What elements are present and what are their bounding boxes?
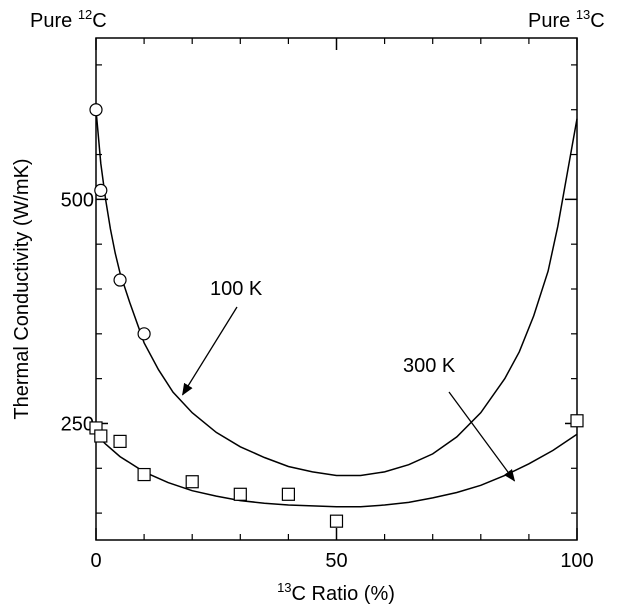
annotation-label-300k: 300 K <box>403 355 456 377</box>
circle-marker <box>89 103 103 117</box>
circle-marker <box>94 183 108 197</box>
circle-marker <box>113 273 127 287</box>
square-marker <box>185 475 199 489</box>
circle-marker <box>137 327 151 341</box>
axis-ticks: 0 50 100 250 500 <box>61 38 594 572</box>
fitted-curves <box>95 109 578 508</box>
curve-100k <box>95 109 578 477</box>
square-marker <box>329 514 344 528</box>
y-tick-label: 250 <box>61 413 94 435</box>
square-marker <box>137 467 151 482</box>
plot-frame <box>95 37 578 541</box>
top-left-label: Pure 12C <box>30 7 107 32</box>
top-right-label: Pure 13C <box>528 7 605 32</box>
data-markers <box>89 103 584 528</box>
square-marker <box>113 434 127 448</box>
annotation-label-100k: 100 K <box>210 278 263 300</box>
y-tick-label: 500 <box>61 189 94 211</box>
square-marker <box>570 414 584 428</box>
annotation-arrow <box>182 306 238 396</box>
x-tick-label: 0 <box>90 550 101 572</box>
square-marker <box>233 487 247 501</box>
y-axis-label: Thermal Conductivity (W/mK) <box>11 158 33 419</box>
annotation-arrows <box>182 306 516 482</box>
annotation-arrow <box>448 391 516 482</box>
square-marker <box>281 487 295 501</box>
x-tick-label: 50 <box>325 550 347 572</box>
curve-300k <box>95 433 578 508</box>
x-axis-label: 13C Ratio (%) <box>277 580 395 605</box>
square-marker <box>94 429 108 443</box>
x-tick-label: 100 <box>560 550 593 572</box>
